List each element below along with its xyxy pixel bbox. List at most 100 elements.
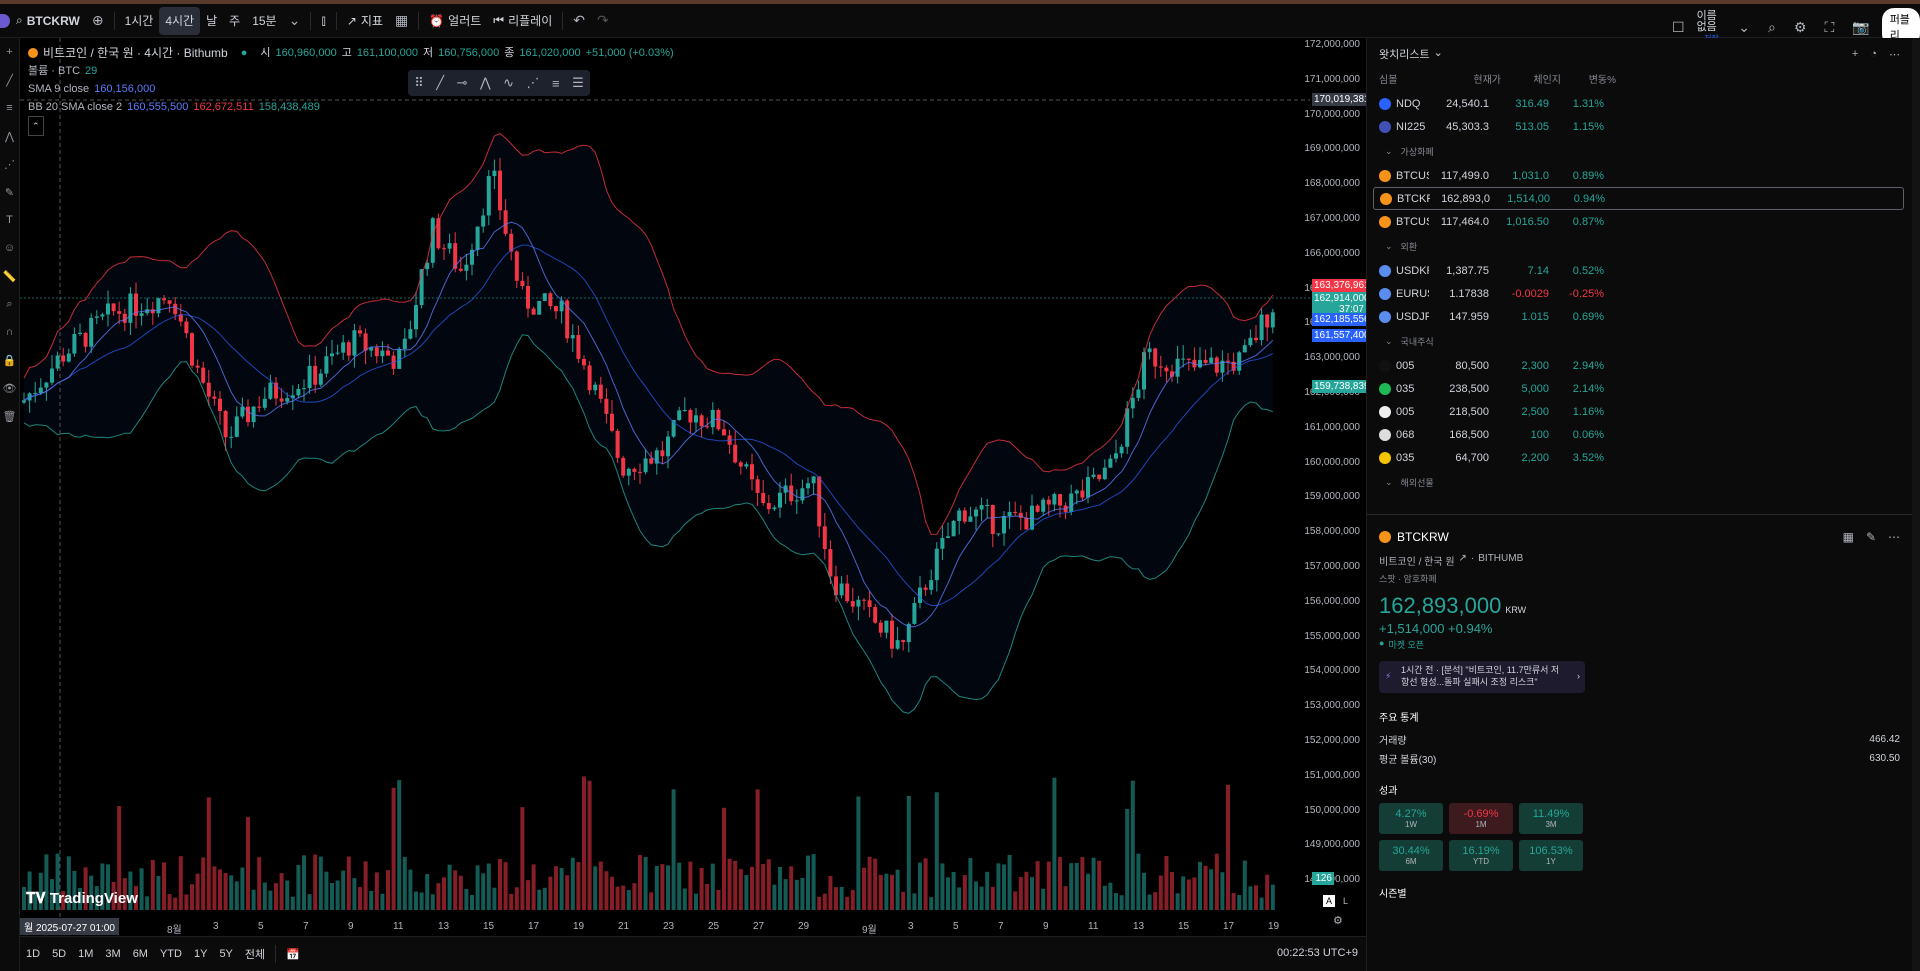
watchlist-row[interactable]: 068 168,500 100 0.06% <box>1367 423 1912 446</box>
watchlist-section-header[interactable]: ⌄ 국내주식 <box>1367 328 1912 354</box>
range-1y[interactable]: 1Y <box>193 948 208 960</box>
app-logo-icon[interactable] <box>0 13 10 28</box>
external-link-icon[interactable]: ↗ <box>1458 553 1467 564</box>
layout-checkbox-icon[interactable]: ☐ <box>1672 18 1685 35</box>
watchlist-row[interactable]: BTCUS 117,464.0 1,016.50 0.87% <box>1367 210 1912 233</box>
fib-tool-icon[interactable]: ≡ <box>551 75 560 91</box>
range-6m[interactable]: 6M <box>132 948 148 960</box>
bb-label[interactable]: BB 20 SMA close 2 <box>28 101 123 113</box>
col-change[interactable]: 체인지 <box>1533 74 1561 86</box>
performance-ytd[interactable]: 16.19% YTD <box>1449 840 1513 871</box>
watchlist-row[interactable]: USDJP 147.959 1.015 0.69% <box>1367 305 1912 328</box>
col-last[interactable]: 현재가 <box>1473 74 1501 86</box>
collapse-legend-icon[interactable]: ⌃ <box>28 116 44 136</box>
log-scale-button[interactable]: L <box>1343 896 1349 906</box>
performance-1y[interactable]: 106.53% 1Y <box>1519 840 1583 871</box>
pattern-tool-icon[interactable]: ⋀ <box>479 75 491 90</box>
range-1m[interactable]: 1M <box>78 948 94 960</box>
watchlist-row[interactable]: NI225 45,303.3 513.05 1.15% <box>1367 115 1912 138</box>
fib-icon[interactable]: ≡ <box>6 102 13 114</box>
range-5y[interactable]: 5Y <box>219 948 233 960</box>
date-range-icon[interactable]: 📅 <box>286 948 300 961</box>
watchlist-row[interactable]: 035 64,700 2,200 3.52% <box>1367 446 1912 469</box>
crosshair-icon[interactable]: + <box>6 46 13 58</box>
watchlist-row[interactable]: BTCKR 162,893,0 1,514,00 0.94% <box>1373 187 1904 210</box>
interval-day[interactable]: 날 <box>206 14 218 28</box>
interval-15m[interactable]: 15분 <box>252 14 277 28</box>
lock-icon[interactable]: 🔒 <box>2 354 17 367</box>
advanced-view-icon[interactable]: ◔ <box>1870 47 1877 60</box>
watchlist-section-header[interactable]: ⌄ 해외선물 <box>1367 469 1912 495</box>
drag-handle-icon[interactable]: ⠿ <box>414 75 424 90</box>
chart-pane[interactable]: 비트코인 / 한국 원 · 4시간 · Bithumb ● 시 160,960,0… <box>20 38 1370 936</box>
interval-4h[interactable]: 4시간 <box>159 6 201 35</box>
chart-settings-icon[interactable]: ⚙ <box>1333 915 1343 927</box>
chevron-down-icon[interactable]: ⌄ <box>288 12 301 28</box>
price-chart-svg[interactable] <box>20 38 1310 918</box>
emoji-icon[interactable]: ☺ <box>3 242 16 254</box>
zoom-icon[interactable]: ⌕ <box>6 297 13 310</box>
settings-lines-icon[interactable]: ☰ <box>572 75 584 90</box>
settings-gear-icon[interactable]: ⚙ <box>1793 18 1807 35</box>
watchlist-row[interactable]: USDKR 1,387.75 7.14 0.52% <box>1367 259 1912 282</box>
time-axis[interactable]: 8월 3 5 7 9 11 13 15 17 19 21 23 25 27 29 9월 3 5 7 9 11 13 15 17… <box>20 918 1310 936</box>
undo-icon[interactable]: ↶ <box>573 12 585 28</box>
range-5d[interactable]: 5D <box>52 948 67 960</box>
news-card[interactable]: ⚡ 1시간 전 · [분석] "비트코인, 11.7만류서 저항선 형성...돌… <box>1379 661 1585 693</box>
edit-icon[interactable]: ✎ <box>1865 530 1876 544</box>
auto-scale-button[interactable]: A <box>1323 895 1336 907</box>
eye-icon[interactable]: 👁 <box>2 382 17 395</box>
watchlist-row[interactable]: 005 218,500 2,500 1.16% <box>1367 400 1912 423</box>
trendline-icon[interactable]: ╱ <box>6 74 13 87</box>
range-1d[interactable]: 1D <box>26 948 41 960</box>
fullscreen-icon[interactable]: ⛶ <box>1824 18 1835 35</box>
text-icon[interactable]: T <box>6 214 13 226</box>
seasonals-title[interactable]: 시즌별 <box>1379 889 1407 900</box>
symbol-search[interactable]: ⌕ BTCKRW <box>10 7 86 35</box>
legend-title[interactable]: 비트코인 / 한국 원 · 4시간 · Bithumb <box>43 46 228 60</box>
watchlist-section-header[interactable]: ⌄ 가상화폐 <box>1367 138 1912 164</box>
watchlist-row[interactable]: NDQ 24,540.1 316.49 1.31% <box>1367 92 1912 115</box>
camera-icon[interactable]: 📷 <box>1852 18 1870 35</box>
abcd-pattern-icon[interactable]: ⋰ <box>526 75 540 90</box>
range-ytd[interactable]: YTD <box>159 948 182 960</box>
horizontal-ray-icon[interactable]: ⊸ <box>456 75 468 90</box>
add-symbol-icon[interactable]: + <box>1851 47 1859 60</box>
replay-button[interactable]: ⏮ 리플레이 <box>487 7 558 35</box>
watchlist-title-button[interactable]: 왓치리스트 ⌄ <box>1379 46 1443 62</box>
sma-label[interactable]: SMA 9 close <box>28 83 90 95</box>
col-symbol[interactable]: 심볼 <box>1379 74 1398 86</box>
performance-1m[interactable]: -0.69% 1M <box>1449 803 1513 834</box>
col-change-pct[interactable]: 변동% <box>1588 74 1616 86</box>
trash-icon[interactable]: 🗑 <box>2 410 17 423</box>
watchlist-row[interactable]: BTCUS 117,499.0 1,031.0 0.89% <box>1367 164 1912 187</box>
performance-1w[interactable]: 4.27% 1W <box>1379 803 1443 834</box>
performance-6m[interactable]: 30.44% 6M <box>1379 840 1443 871</box>
projection-icon[interactable]: ⋰ <box>4 158 15 171</box>
price-axis[interactable]: 172,000,000 171,000,000 170,000,000 169,000… <box>1304 38 1366 936</box>
range-3m[interactable]: 3M <box>105 948 121 960</box>
watchlist-row[interactable]: EURUS 1.17838 -0.0029 -0.25% <box>1367 282 1912 305</box>
magnet-icon[interactable]: ∩ <box>5 326 14 338</box>
trendline-tool-icon[interactable]: ╱ <box>436 75 445 90</box>
more-icon[interactable]: ⋯ <box>1888 530 1900 544</box>
more-icon[interactable]: ⋯ <box>1889 48 1900 61</box>
redo-icon[interactable]: ↷ <box>597 12 609 28</box>
range-all[interactable]: 전체 <box>244 949 266 961</box>
brush-icon[interactable]: ✎ <box>4 186 15 199</box>
interval-week[interactable]: 주 <box>229 14 241 28</box>
watchlist-row[interactable]: 035 238,500 5,000 2.14% <box>1367 377 1912 400</box>
tradingview-logo[interactable]: 𝐓𝐕 TradingView <box>26 890 138 907</box>
volume-label[interactable]: 볼륨 · BTC <box>28 65 81 77</box>
pattern-icon[interactable]: ⋀ <box>4 130 15 143</box>
performance-3m[interactable]: 11.49% 3M <box>1519 803 1583 834</box>
grid-icon[interactable]: ▦ <box>1842 530 1854 544</box>
watchlist-section-header[interactable]: ⌄ 외환 <box>1367 233 1912 259</box>
compare-add-icon[interactable]: ⊕ <box>91 12 104 28</box>
interval-1h[interactable]: 1시간 <box>124 14 154 28</box>
clock[interactable]: 00:22:53 UTC+9 <box>1276 947 1358 959</box>
details-symbol[interactable]: BTCKRW <box>1397 530 1449 544</box>
indicators-button[interactable]: ↗ 지표 <box>341 7 389 35</box>
quick-search-icon[interactable]: ⌕ <box>1768 18 1776 35</box>
watchlist-row[interactable]: 005 80,500 2,300 2.94% <box>1367 354 1912 377</box>
